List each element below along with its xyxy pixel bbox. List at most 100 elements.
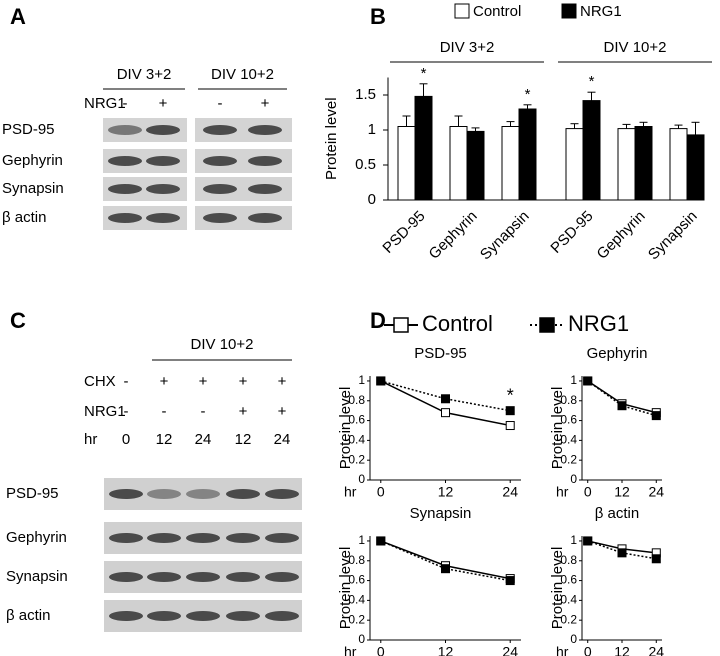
blot-band [186,489,220,499]
blot-band [186,572,220,582]
y-tick-label: 1 [570,533,577,547]
panel-label: D [370,308,386,333]
y-tick-label: 1.5 [355,86,376,103]
x-tick-label: 0 [584,484,592,500]
y-tick-label: 0.8 [348,393,365,407]
marker [441,394,450,404]
y-tick-label: 0.6 [348,413,365,427]
y-tick-label: 0 [358,472,365,486]
lane-label: + [278,373,287,390]
marker [583,376,593,386]
y-tick-label: 1 [570,373,577,387]
row-label: β actin [2,209,46,226]
y-tick-label: 0 [358,632,365,646]
bar [582,100,601,201]
x-tick-label: 24 [502,484,518,500]
lane-label: + [278,403,287,420]
x-tick-label: 0 [584,644,592,656]
blot-band [265,572,299,582]
blot-band [203,184,237,194]
legend-label: NRG1 [580,3,622,20]
x-tick-label: Gephyrin [594,208,649,263]
x-tick-label: PSD-95 [379,208,428,257]
bar [669,128,688,201]
chart-title: Gephyrin [587,345,648,362]
bar [449,126,468,201]
legend-label: Control [422,311,493,336]
lane-label: + [159,95,168,112]
lane-label: 0 [122,431,130,448]
blot-band [108,125,142,135]
lane-label: - [124,373,129,390]
blot-band [147,572,181,582]
lane-label: + [199,373,208,390]
panel-label: A [10,4,26,29]
blot-band [265,489,299,499]
row-label: NRG1 [84,403,126,420]
y-tick-label: 0.8 [560,393,577,407]
significance: * [525,86,531,103]
blot-band [203,156,237,166]
bar [501,126,520,201]
blot-band [265,611,299,621]
row-label: Synapsin [6,568,68,585]
y-tick-label: 0.4 [348,593,365,607]
row-label: NRG1 [84,95,126,112]
row-label: β actin [6,607,50,624]
x-tick-label: 12 [614,484,630,500]
legend-marker [539,317,555,333]
lane-label: - [162,403,167,420]
bar [397,126,416,201]
y-axis-label: Protein level [323,97,340,180]
marker [441,564,450,574]
marker [441,408,450,418]
group-label: DIV 3+2 [117,66,172,83]
lane-label: + [261,95,270,112]
chart-title: Synapsin [410,505,472,522]
y-axis-label: Protein level [549,387,566,470]
row-label: PSD-95 [6,485,59,502]
marker [376,536,386,546]
blot-band [226,611,260,621]
blot-band [226,533,260,543]
blot-band [146,125,180,135]
group-label: DIV 3+2 [440,39,495,56]
lane-label: - [124,403,129,420]
legend-marker [393,317,409,333]
y-tick-label: 0.2 [560,452,577,466]
lane-label: 24 [195,431,212,448]
chart-title: PSD-95 [414,345,467,362]
lane-label: - [201,403,206,420]
lane-label: - [123,95,128,112]
x-tick-label: 0 [377,644,385,656]
marker [505,421,515,431]
lane-label: + [239,373,248,390]
y-tick-label: 0.2 [348,452,365,466]
bar [617,128,636,201]
x-tick-label: Synapsin [477,208,533,264]
y-axis-label: Protein level [337,387,354,470]
group-label: DIV 10+2 [604,39,667,56]
blot-band [146,156,180,166]
significance: * [507,385,514,405]
blot-band [147,533,181,543]
x-tick-label: PSD-95 [547,208,596,257]
row-label: hr [84,431,97,448]
y-tick-label: 0.6 [348,573,365,587]
blot-band [203,125,237,135]
blot-band [248,184,282,194]
y-axis-label: Protein level [549,547,566,630]
x-tick-label: 12 [438,484,454,500]
blot-band [108,213,142,223]
x-tick-label: 12 [438,644,454,656]
bar [466,130,485,201]
legend-label: Control [473,3,521,20]
row-label: Synapsin [2,180,64,197]
panel-label: B [370,4,386,29]
x-axis-label: hr [556,484,569,500]
blot-band [108,156,142,166]
y-tick-label: 0.2 [348,612,365,626]
x-tick-label: Gephyrin [426,208,481,263]
marker [651,411,661,421]
blot-band [226,489,260,499]
